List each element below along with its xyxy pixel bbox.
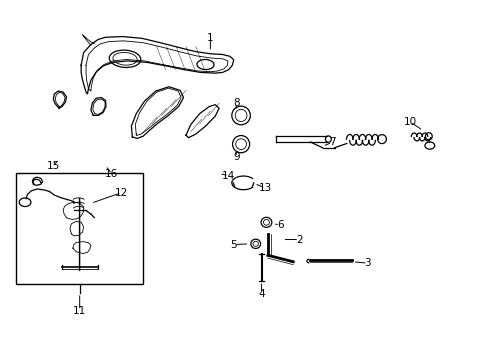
Text: 7: 7 [328,138,335,147]
Text: 6: 6 [276,220,283,230]
Text: 12: 12 [115,188,128,198]
Text: 4: 4 [258,289,264,299]
Text: 14: 14 [222,171,235,181]
Text: 11: 11 [73,306,86,315]
Text: 15: 15 [47,161,60,171]
Text: 1: 1 [206,33,213,43]
Text: 2: 2 [295,234,302,244]
Text: 13: 13 [258,183,271,193]
Text: 8: 8 [232,98,239,108]
Text: 16: 16 [105,169,118,179]
Bar [16,173,143,284]
Text: 9: 9 [232,152,239,162]
Text: 5: 5 [230,239,237,249]
Text: 10: 10 [403,117,416,127]
Text: 3: 3 [364,258,370,268]
